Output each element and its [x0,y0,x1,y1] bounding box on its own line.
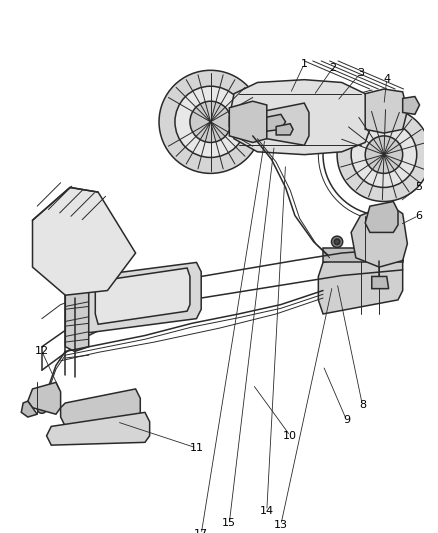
Polygon shape [84,262,201,333]
Polygon shape [65,262,89,351]
Circle shape [365,136,403,173]
Circle shape [78,219,85,227]
Circle shape [83,238,91,246]
Circle shape [332,236,343,247]
Text: 1: 1 [301,59,308,69]
Text: 11: 11 [190,443,204,453]
Polygon shape [267,103,309,146]
Circle shape [267,133,270,135]
Text: 15: 15 [223,518,237,528]
Circle shape [67,414,82,429]
Circle shape [278,117,284,123]
Polygon shape [28,382,60,414]
Polygon shape [32,188,136,295]
Circle shape [37,404,46,413]
Text: 4: 4 [383,74,390,84]
Polygon shape [21,401,37,417]
Text: 10: 10 [283,431,297,441]
Circle shape [337,108,431,201]
Circle shape [328,278,337,288]
Text: 3: 3 [357,68,364,78]
Polygon shape [95,268,190,324]
Circle shape [71,418,78,425]
Circle shape [184,308,190,314]
Text: 6: 6 [415,211,422,221]
Polygon shape [318,248,403,314]
Polygon shape [365,89,407,133]
Circle shape [159,70,262,173]
Text: 8: 8 [359,400,366,410]
Polygon shape [60,389,140,426]
Polygon shape [230,79,370,155]
Circle shape [265,131,272,138]
Circle shape [273,126,276,129]
Polygon shape [365,201,398,232]
Circle shape [184,266,190,272]
Circle shape [271,124,278,131]
Circle shape [279,118,282,122]
Circle shape [190,101,231,142]
Circle shape [105,320,110,326]
Polygon shape [230,101,267,142]
Polygon shape [372,277,389,289]
Polygon shape [323,248,403,262]
Circle shape [175,86,246,157]
Circle shape [334,239,340,245]
Polygon shape [267,115,286,131]
Polygon shape [351,204,407,267]
Text: 2: 2 [329,63,336,74]
Text: 17: 17 [194,529,208,533]
Text: 13: 13 [274,520,288,530]
Circle shape [330,281,335,285]
Text: 5: 5 [415,182,422,192]
Polygon shape [403,96,420,115]
Polygon shape [276,124,293,135]
Polygon shape [46,413,150,445]
Text: 9: 9 [343,415,350,425]
Text: 14: 14 [260,506,274,516]
Circle shape [351,122,417,188]
Text: 12: 12 [35,346,49,357]
